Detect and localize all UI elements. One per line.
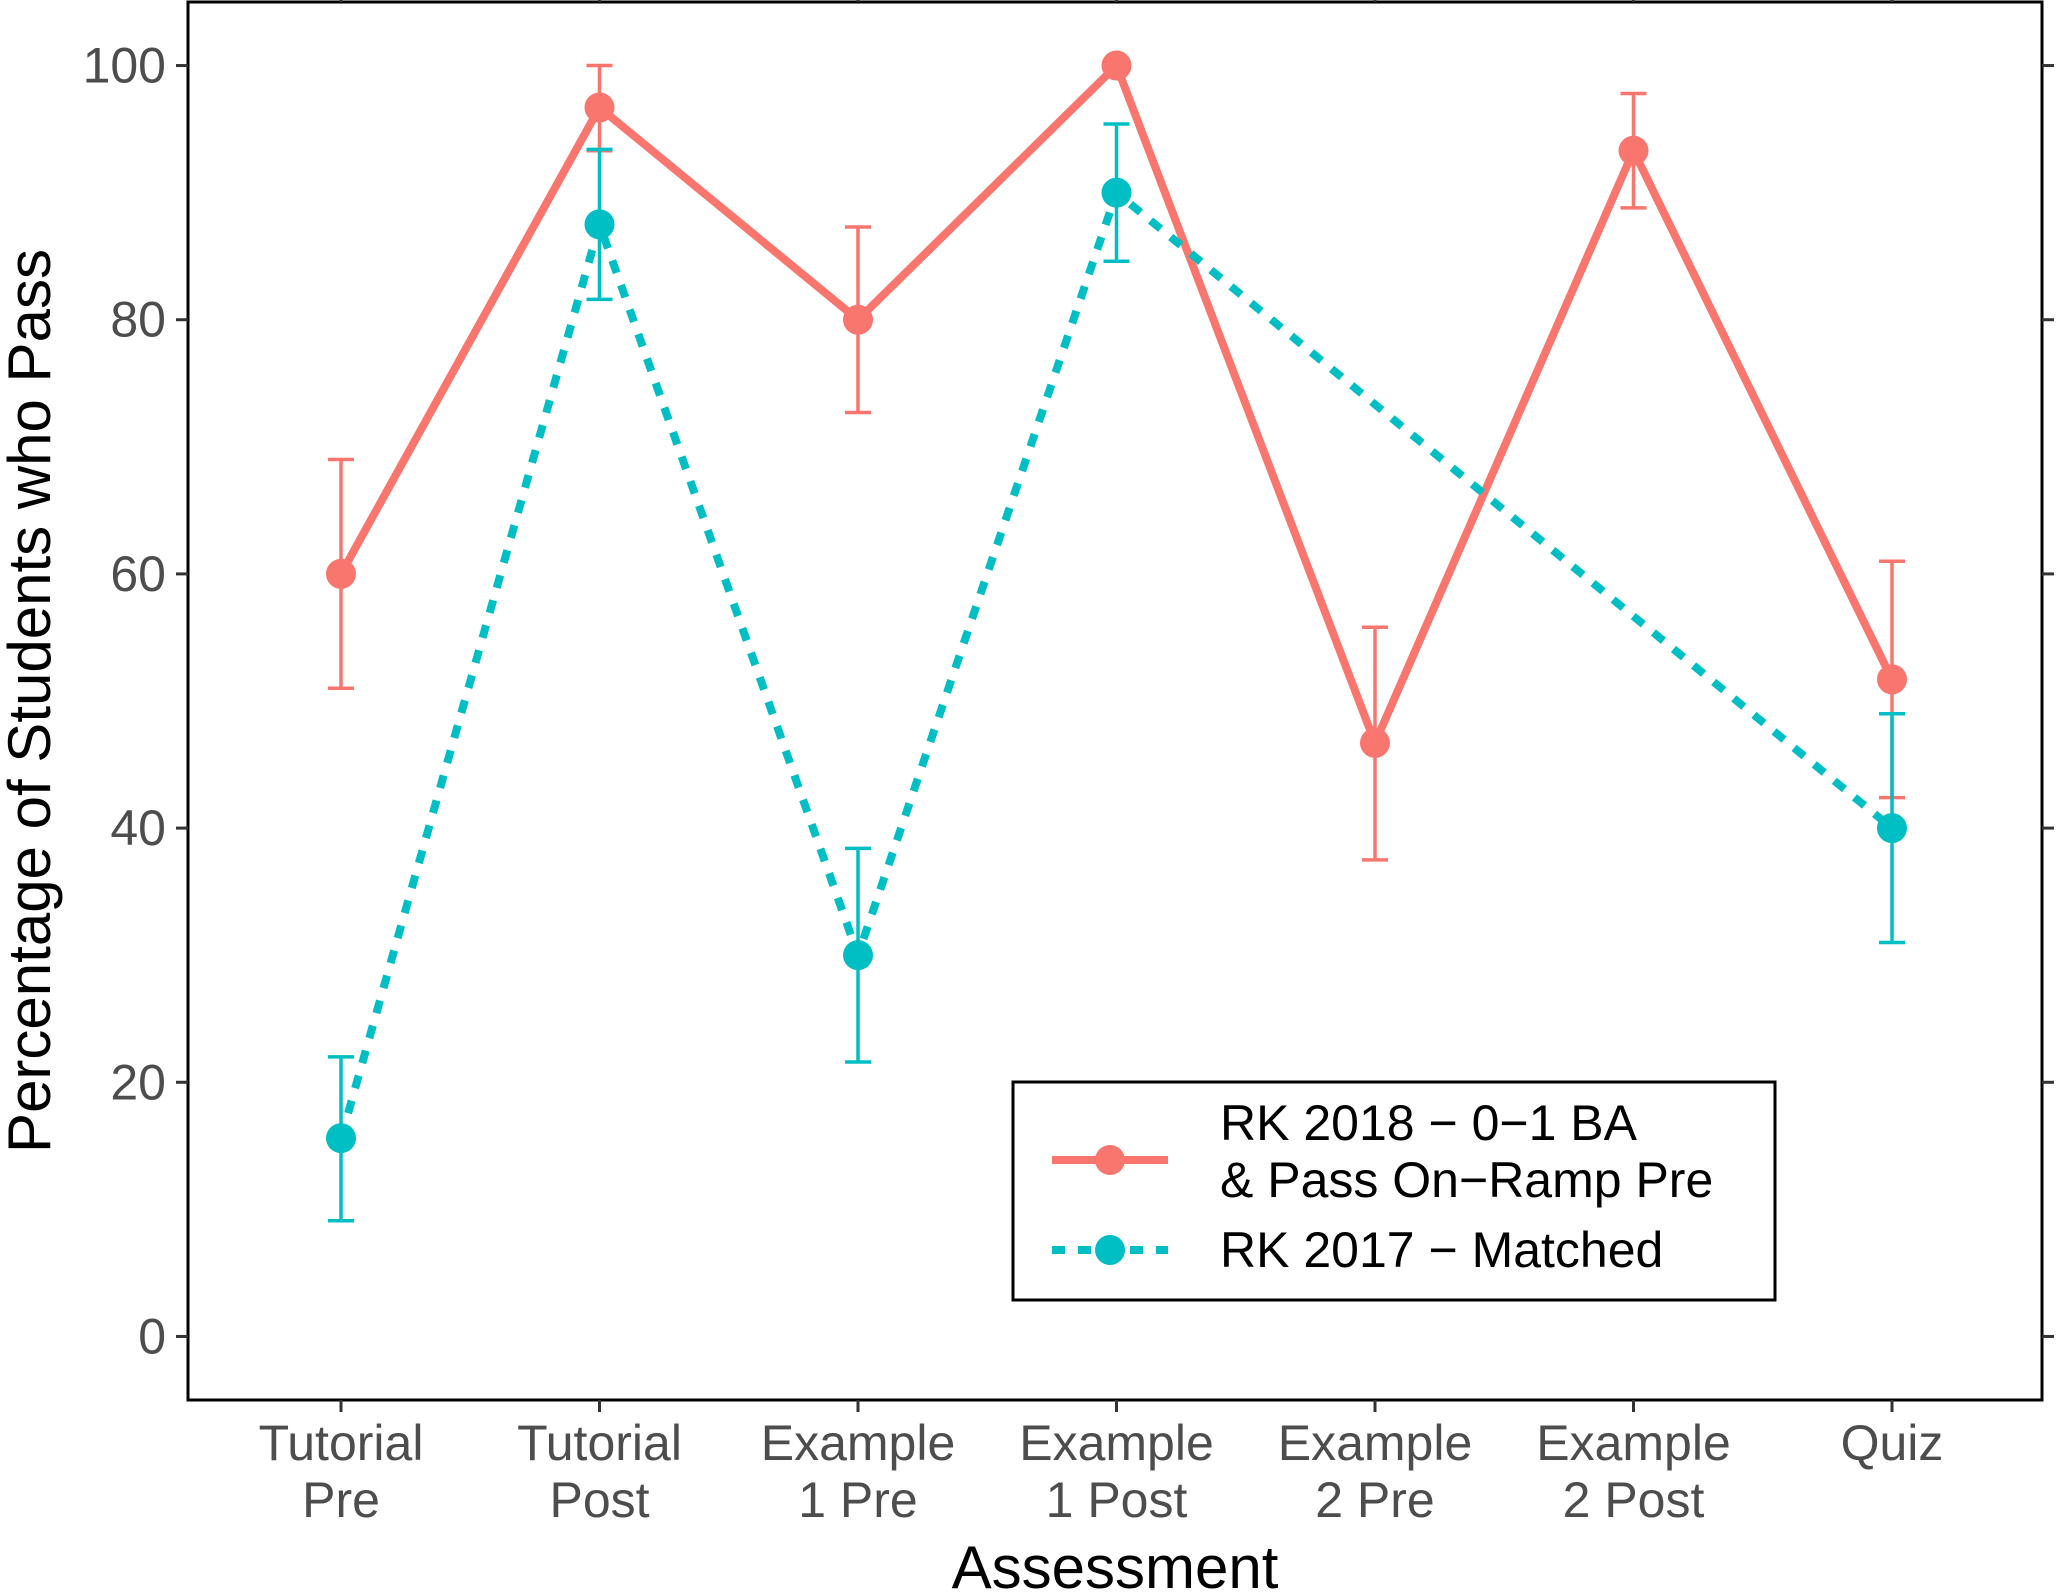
legend-key-point <box>1095 1145 1125 1175</box>
y-tick-label: 80 <box>110 292 166 348</box>
x-tick-label-line: Tutorial <box>259 1415 424 1471</box>
legend-label-line: RK 2018 − 0−1 BA <box>1220 1095 1638 1151</box>
legend-label: RK 2018 − 0−1 BA & Pass On−Ramp Pre <box>1220 1095 1713 1208</box>
legend-label: RK 2017 − Matched <box>1220 1222 1663 1278</box>
data-point <box>1360 727 1390 758</box>
x-tick-label-line: 1 Post <box>1046 1472 1188 1528</box>
x-tick-label: Example 2 Pre <box>1278 1415 1473 1528</box>
data-marks <box>326 50 1907 1223</box>
x-tick-label-line: Example <box>1019 1415 1214 1471</box>
data-point <box>1618 135 1649 166</box>
x-tick-label-line: Post <box>549 1472 649 1528</box>
legend-key-point <box>1095 1235 1125 1265</box>
data-point <box>1101 50 1132 81</box>
x-tick-label: Example 1 Pre <box>761 1415 956 1528</box>
data-point <box>326 1123 356 1154</box>
data-point <box>843 304 873 335</box>
x-tick-label-line: 1 Pre <box>798 1472 918 1528</box>
data-point <box>1101 177 1132 208</box>
y-axis-title: Percentage of Students who Pass <box>0 249 63 1153</box>
data-point <box>1877 664 1907 695</box>
x-tick-label-line: Example <box>1278 1415 1473 1471</box>
x-tick-label: Example 1 Post <box>1019 1415 1214 1528</box>
series-1 <box>326 50 1907 862</box>
x-tick-label: Example 2 Post <box>1536 1415 1731 1528</box>
x-tick-label-line: 2 Pre <box>1315 1472 1435 1528</box>
x-tick-label-line: Example <box>761 1415 956 1471</box>
y-axis: 0 20 40 60 80 100 <box>83 38 2054 1364</box>
x-tick-label: Tutorial Pre <box>259 1415 424 1528</box>
x-tick-label: Quiz <box>1841 1415 1944 1471</box>
series-2 <box>326 122 1907 1223</box>
data-point <box>326 558 356 589</box>
x-tick-label-line: Quiz <box>1841 1415 1944 1471</box>
x-axis-title: Assessment <box>952 1534 1279 1593</box>
x-tick-label-line: Example <box>1536 1415 1731 1471</box>
y-tick-label: 0 <box>138 1308 166 1364</box>
data-point <box>1877 813 1907 844</box>
y-tick-label: 60 <box>110 546 166 602</box>
x-tick-label-line: Pre <box>302 1472 380 1528</box>
legend-label-line: & Pass On−Ramp Pre <box>1220 1152 1713 1208</box>
y-tick-label: 20 <box>110 1054 166 1110</box>
y-tick-label: 40 <box>110 800 166 856</box>
data-point <box>584 92 615 123</box>
legend-label-line: RK 2017 − Matched <box>1220 1222 1663 1278</box>
legend-box <box>1011 1080 1777 1302</box>
x-tick-label-line: Tutorial <box>517 1415 682 1471</box>
data-point <box>584 209 615 240</box>
x-tick-label: Tutorial Post <box>517 1415 682 1528</box>
data-point <box>843 940 873 971</box>
x-tick-label-line: 2 Post <box>1563 1472 1705 1528</box>
y-tick-label: 100 <box>83 38 166 94</box>
